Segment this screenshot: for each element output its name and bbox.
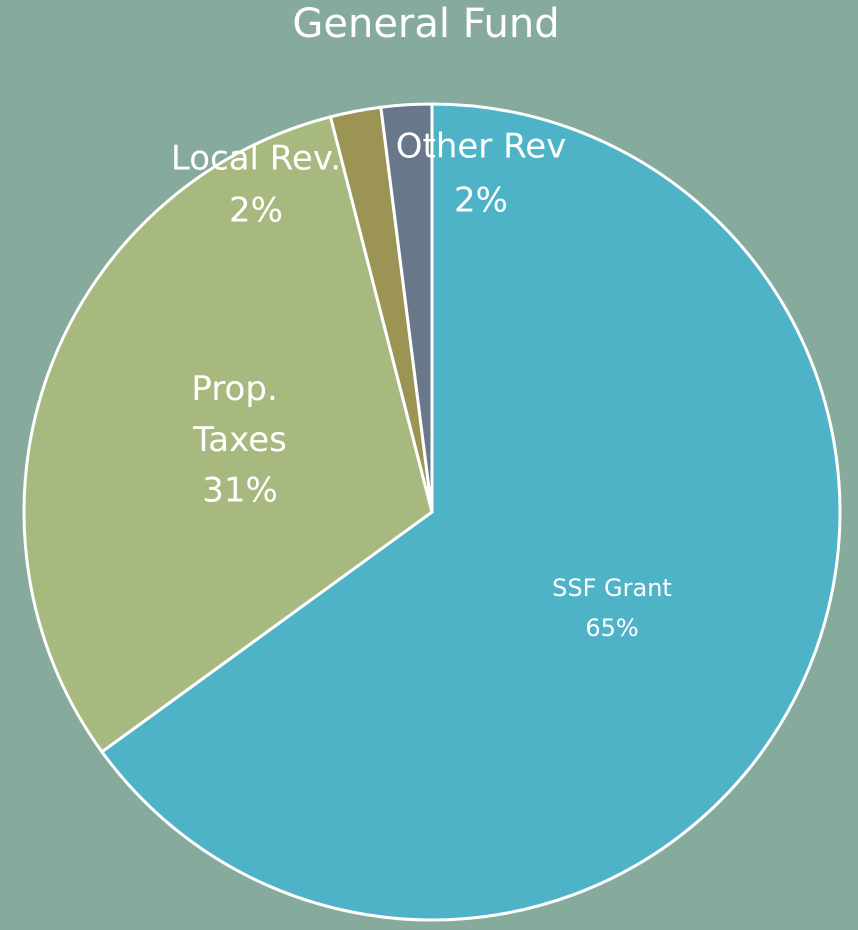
pie-slice	[379, 102, 434, 513]
label-line: Prop.	[191, 369, 288, 409]
slice-value-label: 2%	[454, 181, 508, 221]
pie-slice	[99, 102, 842, 922]
slice-label: Other Rev	[396, 127, 566, 167]
chart-title: General Fund	[292, 1, 559, 47]
pie-slice	[22, 114, 434, 754]
label-line: Taxes	[192, 420, 287, 460]
slice-value-label: 65%	[585, 614, 638, 642]
slice-label: Prop. Taxes	[191, 369, 288, 460]
slice-label: Local Rev.	[171, 139, 341, 179]
slice-value-label: 2%	[229, 191, 283, 231]
slice-value-label: 31%	[202, 471, 278, 511]
slice-label: SSF Grant	[552, 574, 672, 602]
